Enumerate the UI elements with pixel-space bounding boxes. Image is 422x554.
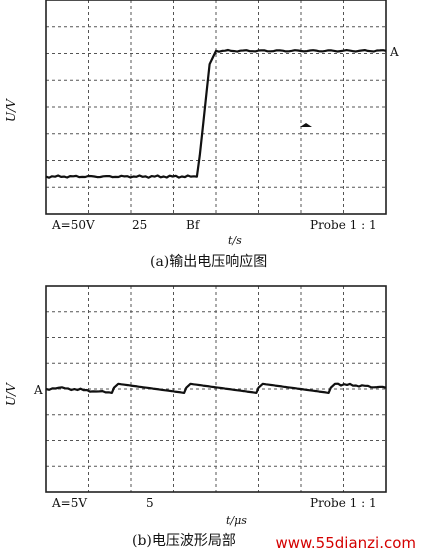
plot-frame [45,0,387,215]
timebase-readout: 5 [146,496,154,510]
timebase-readout: 25 [132,218,148,232]
x-axis-label: t/μs [226,514,247,527]
probe-readout: Probe 1 : 1 [310,218,377,232]
trigger-marker-icon [300,123,312,127]
panel-output-voltage-response: U/V A A=50V 25 Bf Probe 1 : 1 t/s (a)输出电… [0,0,422,276]
scale-readout: A=5V [52,496,88,510]
channel-marker: A [33,383,43,397]
caption-b: (b)电压波形局部 [132,533,236,549]
mode-readout: Bf [186,218,200,232]
oscilloscope-plot-a: A [45,0,399,215]
panel-voltage-waveform-detail: U/V A A=5V 5 Probe 1 : 1 t/μs (b)电压波形局部 … [0,276,422,554]
watermark: www.55dianzi.com [275,534,416,552]
series-0-trace [45,382,387,394]
x-axis-label: t/s [228,234,242,247]
caption-a: (a)输出电压响应图 [150,254,268,270]
scale-readout: A=50V [52,218,95,232]
series-0-trace [45,48,387,179]
channel-marker: A [389,45,399,59]
probe-readout: Probe 1 : 1 [310,496,377,510]
oscilloscope-plot-b: A [33,285,387,493]
